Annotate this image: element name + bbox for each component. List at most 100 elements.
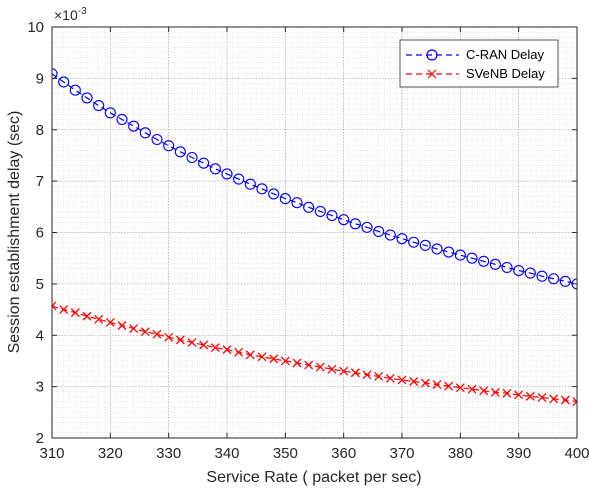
data-point-circle xyxy=(198,157,210,169)
data-point-circle xyxy=(314,205,326,217)
legend: C-RAN Delay SVeNB Delay xyxy=(399,39,559,88)
data-point-x xyxy=(94,314,104,324)
data-point-x xyxy=(234,347,244,357)
data-point-circle xyxy=(384,229,396,241)
data-point-x xyxy=(280,356,290,366)
x-tick-label: 320 xyxy=(98,445,123,462)
data-point-circle xyxy=(548,273,560,285)
data-point-x xyxy=(374,371,384,381)
x-tick-label: 380 xyxy=(448,445,473,462)
y-tick-label: 3 xyxy=(36,379,44,396)
data-point-circle xyxy=(466,252,478,264)
data-point-x xyxy=(444,381,454,391)
data-point-circle xyxy=(221,168,233,180)
data-point-x xyxy=(269,354,279,364)
y-axis-label: Session establishment delay (sec) xyxy=(6,111,23,354)
x-tick-label: 350 xyxy=(273,445,298,462)
data-point-circle xyxy=(524,267,536,279)
data-point-circle xyxy=(396,233,408,245)
data-point-circle xyxy=(163,140,175,152)
data-point-x xyxy=(152,329,162,339)
x-tick-label: 360 xyxy=(331,445,356,462)
y-tick-label: 10 xyxy=(27,19,44,36)
x-tick-label: 310 xyxy=(39,445,64,462)
data-point-x xyxy=(257,352,267,362)
data-point-x xyxy=(117,321,127,330)
data-point-x xyxy=(140,327,150,337)
data-point-x xyxy=(245,350,255,360)
data-point-circle xyxy=(52,68,58,80)
y-tick-label: 2 xyxy=(36,430,44,447)
x-axis-label: Service Rate ( packet per sec) xyxy=(206,469,421,486)
data-point-circle xyxy=(419,239,431,251)
data-point-circle xyxy=(186,151,198,164)
legend-label-svenb: SVeNB Delay xyxy=(466,66,545,81)
data-point-circle xyxy=(256,183,268,195)
data-point-x xyxy=(339,366,349,376)
data-point-x xyxy=(304,360,314,370)
data-point-circle xyxy=(361,221,373,233)
data-point-x xyxy=(129,324,139,334)
data-point-x xyxy=(397,375,407,385)
data-point-x xyxy=(362,370,372,380)
data-point-circle xyxy=(291,197,303,209)
series-line-1 xyxy=(52,305,577,403)
data-point-circle xyxy=(244,178,256,190)
data-point-circle xyxy=(559,275,571,287)
data-point-circle xyxy=(268,188,280,200)
data-point-x xyxy=(222,345,232,355)
data-point-x xyxy=(502,388,512,398)
data-point-circle xyxy=(349,218,361,230)
x-tick-label: 370 xyxy=(389,445,414,462)
data-point-circle xyxy=(326,209,338,222)
data-point-x xyxy=(537,392,547,402)
series-line-0 xyxy=(52,73,577,285)
data-point-circle xyxy=(303,201,315,213)
x-tick-label: 340 xyxy=(214,445,239,462)
legend-label-cran: C-RAN Delay xyxy=(466,47,545,62)
legend-marker-svenb xyxy=(427,69,437,79)
data-point-x xyxy=(105,317,115,327)
data-point-circle xyxy=(536,270,548,282)
data-point-circle xyxy=(128,120,140,132)
y-exponent-base: ×10 xyxy=(54,7,78,23)
data-point-circle xyxy=(501,261,513,273)
x-tick-label: 330 xyxy=(156,445,181,462)
data-point-x xyxy=(549,394,559,404)
data-point-x xyxy=(560,395,570,405)
y-tick-label: 7 xyxy=(36,173,44,190)
data-point-circle xyxy=(489,258,501,270)
data-point-x xyxy=(210,343,220,353)
data-point-x xyxy=(490,387,500,397)
data-point-x xyxy=(175,335,185,345)
y-tick-label: 4 xyxy=(36,327,44,344)
data-point-x xyxy=(525,391,535,401)
x-tick-label: 390 xyxy=(506,445,531,462)
y-tick-label: 5 xyxy=(36,276,44,293)
ticks xyxy=(51,26,578,439)
data-point-circle xyxy=(279,193,291,205)
data-point-circle xyxy=(373,225,385,238)
data-point-circle xyxy=(58,76,70,88)
data-point-circle xyxy=(151,133,163,146)
data-point-x xyxy=(479,386,489,396)
data-point-x xyxy=(199,340,209,350)
data-point-circle xyxy=(443,246,455,258)
x-tick-labels: 310 320 330 340 350 360 370 380 390 400 xyxy=(39,445,589,462)
data-point-x xyxy=(420,378,430,388)
data-point-x xyxy=(432,380,442,390)
y-tick-label: 8 xyxy=(36,122,44,139)
y-exponent-label: ×10-3 xyxy=(54,6,87,23)
x-tick-label: 400 xyxy=(564,445,589,462)
data-point-circle xyxy=(408,236,420,248)
data-point-x xyxy=(350,368,360,378)
y-tick-label: 9 xyxy=(36,70,44,87)
data-point-circle xyxy=(478,255,490,267)
data-point-x xyxy=(385,373,395,383)
data-point-circle xyxy=(104,107,116,119)
data-point-circle xyxy=(454,249,466,261)
data-point-x xyxy=(467,384,477,394)
data-point-x xyxy=(455,383,465,393)
legend-marker-cran xyxy=(426,49,438,61)
